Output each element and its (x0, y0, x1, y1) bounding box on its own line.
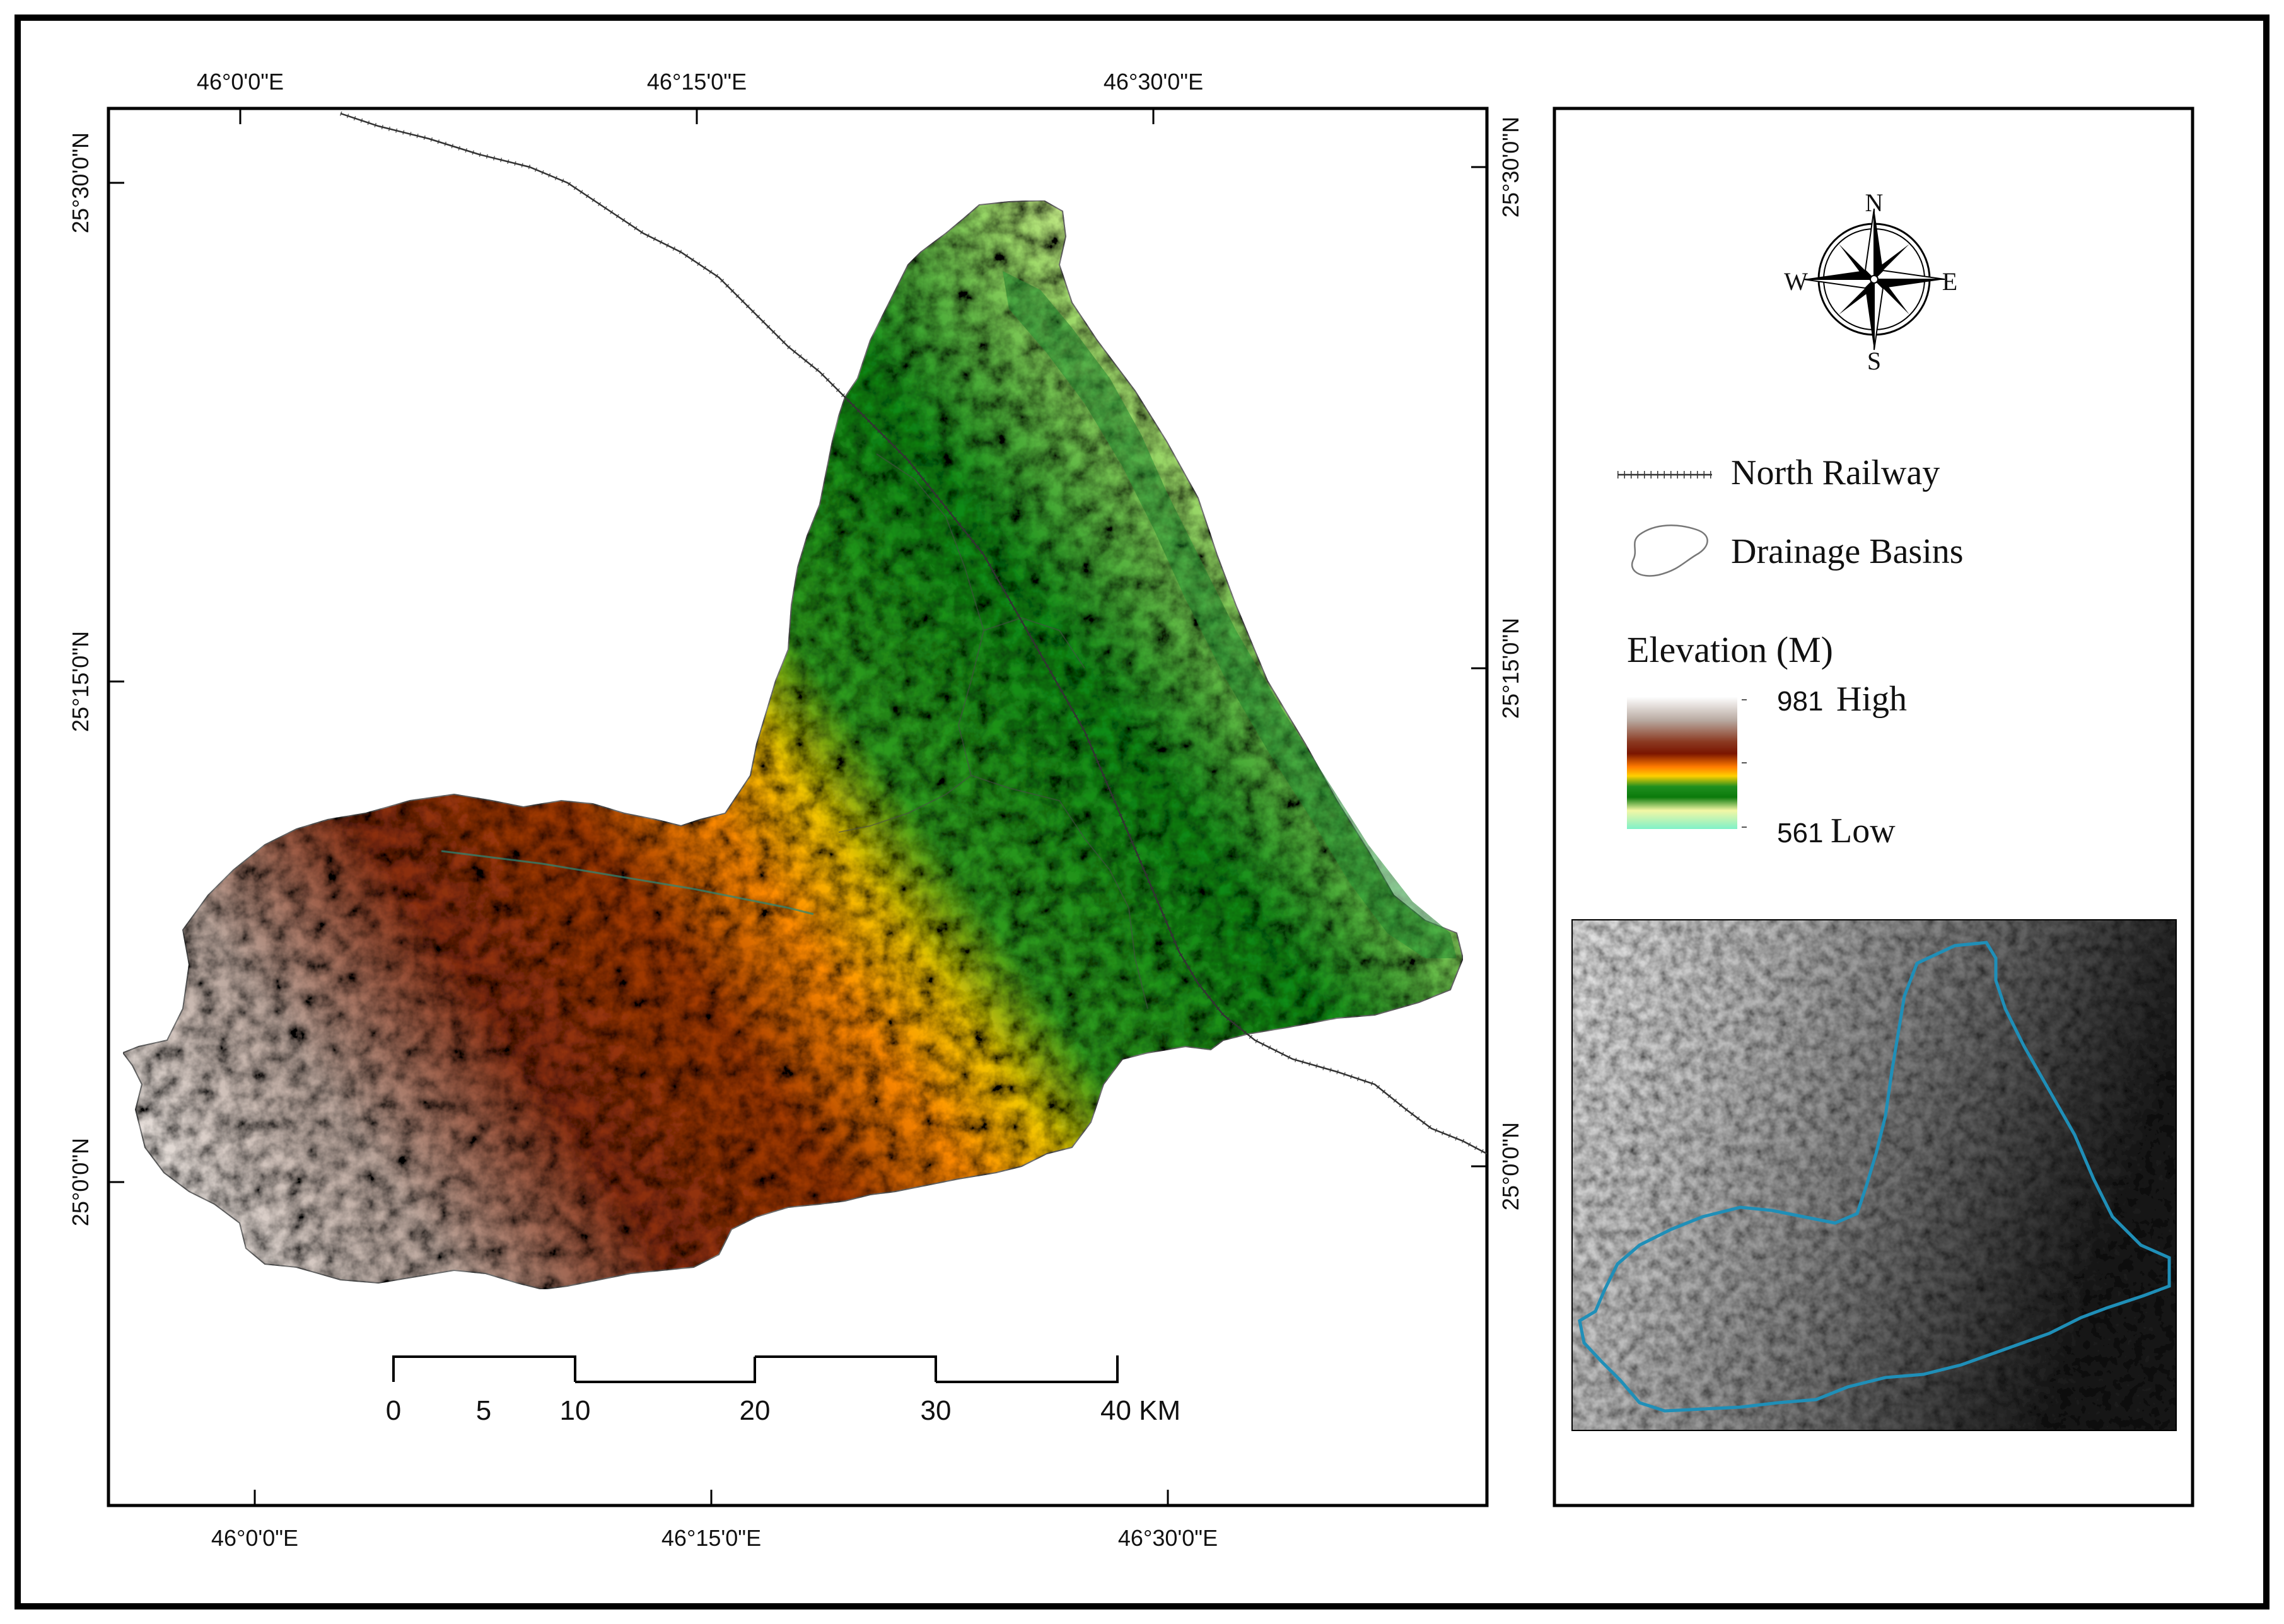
north-arrow-icon (1803, 208, 1945, 351)
scale-tick-30: 30 (921, 1395, 952, 1426)
scale-bar (392, 1355, 1119, 1383)
left-latitude-label-2: 25°15'0"N (67, 631, 93, 732)
right-latitude-label-3: 25°0'0"N (1498, 1122, 1524, 1210)
elevation-high-label: High (1836, 680, 1907, 719)
elevation-map (122, 111, 1487, 1290)
elevation-color-ramp (1627, 697, 1737, 829)
top-longitude-label-2: 46°15'0"E (647, 69, 747, 95)
bottom-longitude-ticks (253, 1490, 1169, 1505)
railway-legend-label: North Railway (1731, 453, 1940, 492)
elevation-high-value: 981 (1777, 686, 1823, 717)
scale-tick-20: 20 (740, 1395, 771, 1426)
scale-tick-5: 5 (476, 1395, 491, 1426)
left-latitude-label-1: 25°30'0"N (67, 132, 93, 233)
sub-basin-lines (838, 453, 1148, 1009)
top-longitude-label-3: 46°30'0"E (1104, 69, 1203, 95)
main-wadi (441, 850, 814, 915)
right-latitude-label-2: 25°15'0"N (1498, 618, 1524, 719)
top-longitude-ticks (239, 108, 1155, 124)
left-latitude-ticks (108, 182, 124, 1183)
scale-tick-10: 10 (560, 1395, 591, 1426)
elevation-ramp-ticks (1742, 699, 1747, 828)
elevation-legend-title: Elevation (M) (1627, 629, 1833, 670)
inset-map (1573, 920, 2176, 1430)
compass-e: E (1942, 267, 1957, 296)
elevation-low-value: 561 (1777, 818, 1823, 849)
basin-legend-symbol (1631, 525, 1708, 577)
compass-w: W (1784, 267, 1808, 296)
right-latitude-label-1: 25°30'0"N (1498, 117, 1524, 218)
north-railway (339, 111, 1487, 1156)
compass-s: S (1867, 347, 1881, 375)
right-latitude-ticks (1471, 166, 1487, 1168)
bottom-longitude-label-1: 46°0'0"E (211, 1525, 298, 1551)
bottom-longitude-label-2: 46°15'0"E (661, 1525, 761, 1551)
bottom-longitude-label-3: 46°30'0"E (1118, 1525, 1218, 1551)
compass-n: N (1865, 188, 1884, 217)
ridge-band (1003, 271, 1457, 958)
left-latitude-label-3: 25°0'0"N (67, 1138, 93, 1226)
basin-legend-label: Drainage Basins (1731, 532, 1964, 571)
elevation-low-label: Low (1831, 811, 1896, 850)
scale-tick-0: 0 (386, 1395, 401, 1426)
top-longitude-label-1: 46°0'0"E (197, 69, 284, 95)
scale-tick-40km: 40 KM (1100, 1395, 1180, 1426)
inset-basin-outline (1578, 941, 2171, 1413)
